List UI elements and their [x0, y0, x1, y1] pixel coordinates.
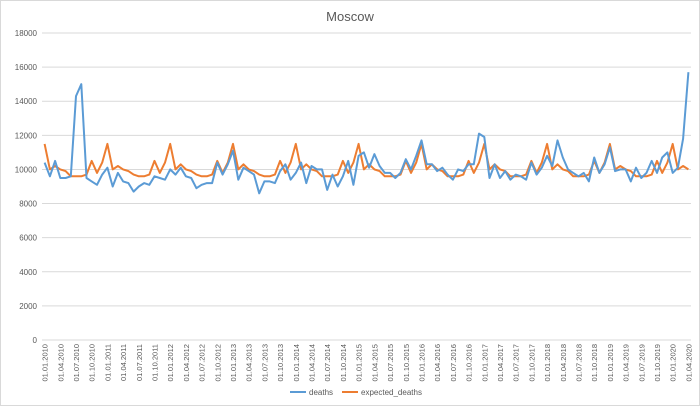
x-axis-tick-labels: 01.01.2010 01.04.2010 01.07.2010 01.10.2010…	[41, 344, 694, 382]
legend-label: deaths	[309, 388, 333, 397]
x-tick-label: 01.07.2015	[386, 344, 395, 382]
x-tick-label: 01.07.2019	[637, 344, 646, 382]
x-tick-label: 01.01.2014	[292, 344, 301, 382]
x-tick-label: 01.07.2011	[135, 344, 144, 381]
y-tick-label: 2000	[19, 302, 37, 311]
chart-title: Moscow	[326, 9, 374, 24]
x-tick-label: 01.01.2013	[229, 344, 238, 382]
y-tick-label: 12000	[15, 131, 38, 140]
x-tick-label: 01.04.2019	[622, 344, 631, 382]
y-axis-tick-labels: 0 2000 4000 6000 8000 10000 12000 14000 16000 180…	[15, 29, 38, 345]
x-tick-label: 01.04.2018	[559, 344, 568, 382]
x-tick-label: 01.07.2018	[574, 344, 583, 382]
x-tick-label: 01.04.2014	[308, 344, 317, 382]
x-tick-label: 01.01.2010	[41, 344, 50, 382]
y-tick-label: 14000	[15, 97, 38, 106]
x-tick-label: 01.07.2013	[260, 344, 269, 382]
x-tick-label: 01.04.2010	[56, 344, 65, 382]
x-tick-label: 01.04.2020	[684, 344, 693, 382]
y-tick-label: 18000	[15, 29, 38, 38]
series-lines	[43, 72, 690, 195]
legend-label: expected_deaths	[361, 388, 422, 397]
x-tick-label: 01.10.2014	[339, 344, 348, 382]
x-tick-label: 01.07.2010	[72, 344, 81, 382]
x-tick-label: 01.04.2012	[182, 344, 191, 382]
x-tick-label: 01.01.2015	[355, 344, 364, 382]
x-tick-label: 01.10.2013	[276, 344, 285, 382]
y-tick-label: 8000	[19, 200, 37, 209]
x-tick-label: 01.10.2011	[151, 344, 160, 381]
x-tick-label: 01.01.2012	[166, 344, 175, 382]
x-tick-label: 01.10.2016	[465, 344, 474, 382]
legend-item-deaths: deaths	[290, 388, 333, 397]
x-tick-label: 01.07.2014	[323, 344, 332, 382]
series-line-expected-deaths	[43, 142, 689, 178]
x-tick-label: 01.07.2017	[512, 344, 521, 382]
x-tick-label: 01.04.2013	[245, 344, 254, 382]
y-tick-label: 16000	[15, 63, 38, 72]
x-tick-label: 01.01.2011	[103, 344, 112, 381]
x-tick-label: 01.10.2018	[590, 344, 599, 382]
x-tick-label: 01.10.2019	[653, 344, 662, 382]
x-tick-label: 01.04.2015	[370, 344, 379, 382]
x-tick-label: 01.01.2020	[669, 344, 678, 382]
series-line-deaths	[43, 72, 690, 195]
x-tick-label: 01.10.2012	[213, 344, 222, 382]
x-tick-label: 01.01.2016	[417, 344, 426, 382]
x-tick-label: 01.04.2011	[119, 344, 128, 381]
y-tick-label: 4000	[19, 268, 37, 277]
x-tick-label: 01.01.2018	[543, 344, 552, 382]
x-tick-label: 01.07.2016	[449, 344, 458, 382]
x-tick-label: 01.01.2019	[606, 344, 615, 382]
y-tick-label: 0	[33, 336, 38, 345]
y-gridlines	[42, 32, 691, 341]
legend-item-expected-deaths: expected_deaths	[342, 388, 422, 397]
x-tick-label: 01.04.2017	[496, 344, 505, 382]
legend: deaths expected_deaths	[290, 388, 422, 397]
x-tick-label: 01.10.2017	[527, 344, 536, 382]
x-tick-label: 01.10.2010	[88, 344, 97, 382]
x-tick-label: 01.10.2015	[402, 344, 411, 382]
x-tick-label: 01.04.2016	[433, 344, 442, 382]
y-tick-label: 6000	[19, 234, 37, 243]
x-tick-label: 01.01.2017	[480, 344, 489, 382]
y-tick-label: 10000	[15, 165, 38, 174]
x-tick-label: 01.07.2012	[198, 344, 207, 382]
